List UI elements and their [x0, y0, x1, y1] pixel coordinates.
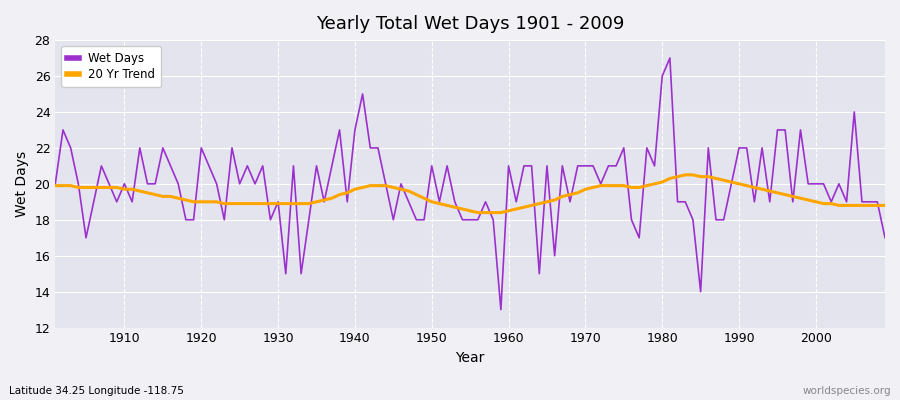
Wet Days: [603, 164, 614, 168]
Title: Yearly Total Wet Days 1901 - 2009: Yearly Total Wet Days 1901 - 2009: [316, 15, 625, 33]
X-axis label: Year: Year: [455, 351, 485, 365]
20 Yr Trend: [680, 172, 690, 177]
Text: worldspecies.org: worldspecies.org: [803, 386, 891, 396]
Wet Days: [496, 307, 507, 312]
Wet Days: [503, 164, 514, 168]
Text: Latitude 34.25 Longitude -118.75: Latitude 34.25 Longitude -118.75: [9, 386, 184, 396]
20 Yr Trend: [511, 207, 522, 212]
20 Yr Trend: [503, 208, 514, 213]
Wet Days: [511, 200, 522, 204]
Line: 20 Yr Trend: 20 Yr Trend: [55, 175, 885, 212]
20 Yr Trend: [472, 210, 483, 215]
Wet Days: [281, 271, 292, 276]
20 Yr Trend: [112, 185, 122, 190]
20 Yr Trend: [327, 196, 338, 201]
Wet Days: [879, 235, 890, 240]
20 Yr Trend: [879, 203, 890, 208]
Wet Days: [50, 182, 60, 186]
Wet Days: [664, 56, 675, 60]
20 Yr Trend: [281, 201, 292, 206]
Wet Days: [327, 164, 338, 168]
20 Yr Trend: [603, 183, 614, 188]
Line: Wet Days: Wet Days: [55, 58, 885, 310]
20 Yr Trend: [50, 183, 60, 188]
Wet Days: [112, 200, 122, 204]
Y-axis label: Wet Days: Wet Days: [15, 151, 29, 217]
Legend: Wet Days, 20 Yr Trend: Wet Days, 20 Yr Trend: [61, 46, 161, 87]
